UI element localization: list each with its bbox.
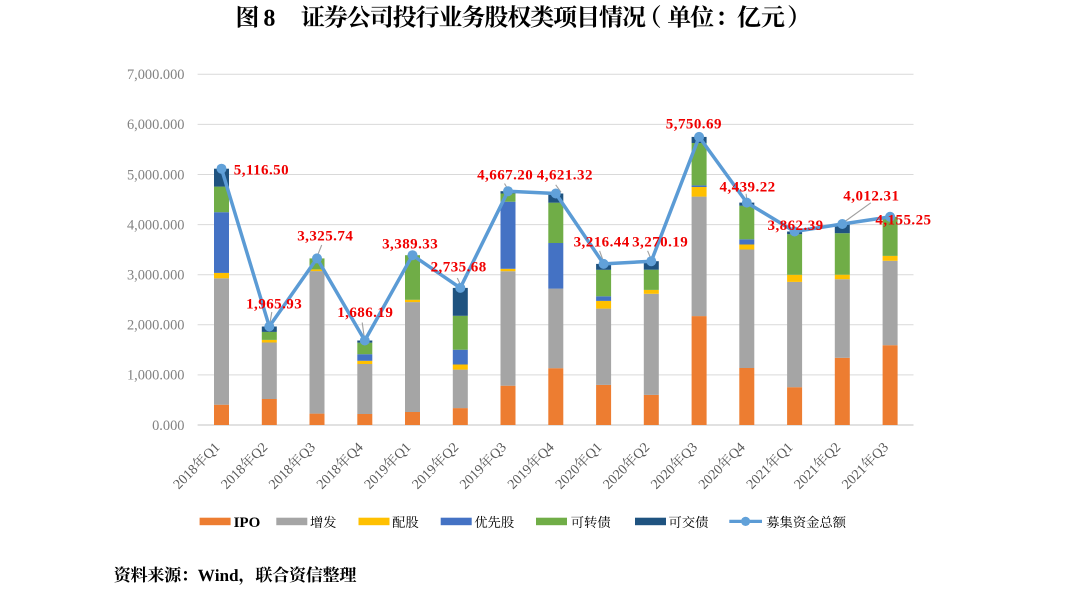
svg-text:1,965.93: 1,965.93: [246, 296, 302, 312]
svg-text:5,750.69: 5,750.69: [666, 117, 722, 133]
svg-text:4,439.22: 4,439.22: [720, 180, 776, 196]
svg-text:0.000: 0.000: [152, 418, 184, 434]
svg-text:2,735.68: 2,735.68: [431, 260, 487, 276]
svg-text:1,000.000: 1,000.000: [127, 368, 185, 384]
svg-text:4,667.20: 4,667.20: [477, 167, 533, 183]
svg-text:4,012.31: 4,012.31: [843, 188, 899, 204]
svg-text:5,000.000: 5,000.000: [127, 167, 185, 183]
svg-text:4,000.000: 4,000.000: [127, 217, 185, 233]
svg-text:IPO: IPO: [234, 515, 261, 531]
svg-text:3,325.74: 3,325.74: [297, 229, 353, 245]
svg-text:3,000.000: 3,000.000: [127, 268, 185, 284]
svg-text:3,389.33: 3,389.33: [382, 236, 438, 252]
svg-text:2,000.000: 2,000.000: [127, 318, 185, 334]
svg-text:4,621.32: 4,621.32: [537, 167, 593, 183]
svg-text:3,862.39: 3,862.39: [768, 218, 824, 234]
svg-text:4,155.25: 4,155.25: [875, 213, 931, 229]
svg-text:3,216.44: 3,216.44: [574, 235, 630, 251]
svg-text:3,270.19: 3,270.19: [632, 235, 688, 251]
svg-text:7,000.000: 7,000.000: [127, 67, 185, 83]
svg-text:1,686.19: 1,686.19: [337, 305, 393, 321]
svg-text:6,000.000: 6,000.000: [127, 117, 185, 133]
svg-text:5,116.50: 5,116.50: [234, 162, 289, 178]
